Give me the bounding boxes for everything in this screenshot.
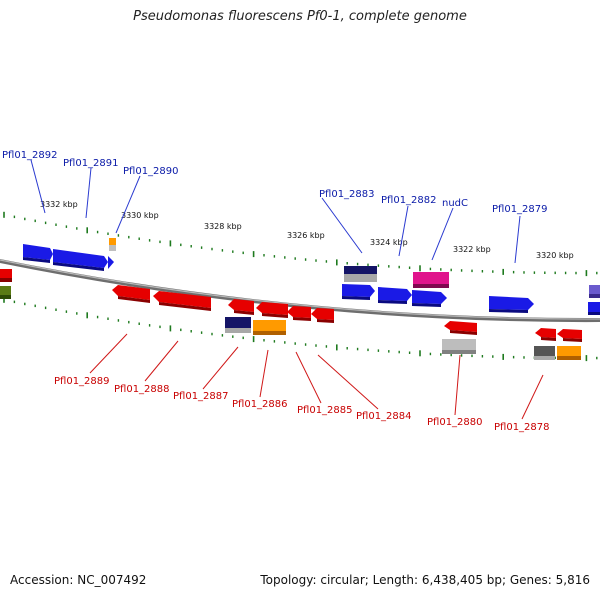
accession-label: Accession: NC_007492 [10,573,147,587]
gene-label-nudC[interactable]: nudC [442,198,468,209]
gene-label-pfl01-2879[interactable]: Pfl01_2879 [492,204,548,215]
leader-line-2878 [521,374,544,420]
feature-pfl01-2879[interactable] [489,296,534,313]
feature-pfl01-2883[interactable] [344,266,377,282]
feature-pfl01-2891[interactable] [53,249,108,271]
feature-nudc[interactable] [412,290,447,307]
leader-line-2880 [454,354,461,416]
gene-label-pfl01-2884[interactable]: Pfl01_2884 [356,411,412,422]
kbp-label-3330: 3330 kbp [121,211,159,220]
leader-line-2882 [398,205,409,257]
gene-label-pfl01-2883[interactable]: Pfl01_2883 [319,189,375,200]
feature-pfl01-2890[interactable] [109,238,116,251]
kbp-label-3326: 3326 kbp [287,231,325,240]
leader-line-2886 [259,349,269,398]
feature-pfl01-2888[interactable] [153,291,211,311]
gene-label-pfl01-2887[interactable]: Pfl01_2887 [173,391,229,402]
bottom-gene-labels: Pfl01_2889 Pfl01_2888 Pfl01_2887 Pfl01_2… [54,376,550,433]
kbp-label-3328: 3328 kbp [204,222,242,231]
leader-line-2879 [514,215,521,264]
genome-backbone [0,258,600,323]
feature-red-b[interactable] [256,302,288,318]
feature-pfl01-2887[interactable] [225,317,251,333]
top-leader-lines [30,159,521,264]
feature-pfl01-2880-red[interactable] [444,321,477,335]
feature-pfl01-2889[interactable] [112,285,150,303]
feature-right-edge-blue[interactable] [588,302,600,315]
gene-label-pfl01-2882[interactable]: Pfl01_2882 [381,195,437,206]
leader-line-2888 [144,340,179,382]
feature-right-edge-purple[interactable] [589,285,600,298]
gene-label-pfl01-2891[interactable]: Pfl01_2891 [63,158,119,169]
tick-track-bottom [3,296,598,362]
feature-left-edge-green[interactable] [0,286,11,299]
kbp-label-3322: 3322 kbp [453,245,491,254]
leader-line-2889 [89,333,128,374]
feature-orange-c[interactable] [557,346,581,360]
gene-label-pfl01-2888[interactable]: Pfl01_2888 [114,384,170,395]
kbp-label-3320: 3320 kbp [536,251,574,260]
leader-line-nudC [431,207,454,261]
top-gene-labels: Pfl01_2892 Pfl01_2891 Pfl01_2890 Pfl01_2… [2,150,548,215]
feature-pfl01-2878-red[interactable] [535,328,556,341]
feature-red-c[interactable] [557,329,582,342]
feature-pfl01-2885[interactable] [287,306,311,321]
kbp-label-3332: 3332 kbp [40,200,78,209]
feature-blue-a[interactable] [342,284,375,300]
gene-label-pfl01-2878[interactable]: Pfl01_2878 [494,422,550,433]
feature-pfl01-2887-red[interactable] [228,299,254,315]
gene-label-pfl01-2880[interactable]: Pfl01_2880 [427,417,483,428]
gene-label-pfl01-2890[interactable]: Pfl01_2890 [123,166,179,177]
tick-track-top [3,211,598,277]
feature-pfl01-2892[interactable] [23,244,53,263]
gene-label-pfl01-2885[interactable]: Pfl01_2885 [297,405,353,416]
gene-label-pfl01-2892[interactable]: Pfl01_2892 [2,150,58,161]
top-strand-features [0,238,600,315]
feature-pfl01-2891b[interactable] [108,256,114,269]
leader-line-2885 [295,351,322,404]
feature-nudc-pink[interactable] [413,272,449,288]
leader-line-2883 [321,197,363,254]
feature-pfl01-2886[interactable] [253,320,286,335]
feature-pfl01-2878[interactable] [534,346,555,360]
leader-line-2891 [85,167,92,219]
map-title: Pseudomonas fluorescens Pf0-1, complete … [133,9,467,24]
feature-pfl01-2880[interactable] [442,339,476,354]
bottom-leader-lines [89,333,544,420]
leader-line-2884 [317,354,379,410]
kbp-label-3324: 3324 kbp [370,238,408,247]
leader-line-2890 [115,175,141,234]
gene-label-pfl01-2886[interactable]: Pfl01_2886 [232,399,288,410]
genome-summary: Topology: circular; Length: 6,438,405 bp… [260,573,590,587]
genome-backbone-highlight [0,259,600,320]
gene-label-pfl01-2889[interactable]: Pfl01_2889 [54,376,110,387]
feature-pfl01-2882[interactable] [378,287,412,304]
leader-line-2892 [30,159,46,214]
feature-pfl01-2884[interactable] [311,308,334,323]
bottom-strand-features [112,285,582,360]
leader-line-2887 [202,346,239,390]
feature-left-edge-red[interactable] [0,269,12,282]
